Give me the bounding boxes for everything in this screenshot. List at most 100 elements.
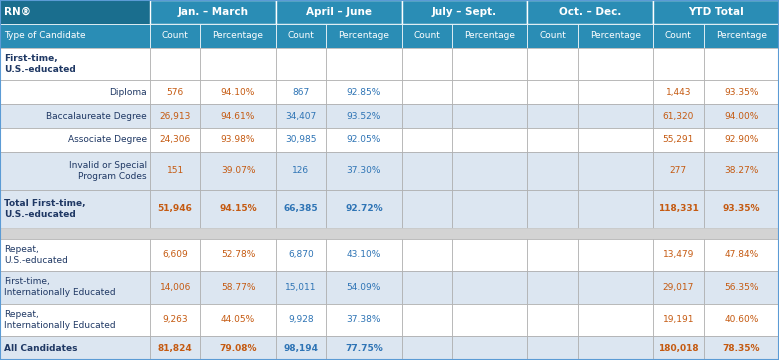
Bar — [703, 104, 779, 128]
Text: 867: 867 — [292, 88, 309, 97]
Text: 9,263: 9,263 — [162, 315, 188, 324]
Bar — [703, 48, 779, 80]
Bar — [150, 0, 276, 24]
Bar — [703, 336, 779, 360]
Bar — [527, 80, 578, 104]
Text: RN®: RN® — [4, 7, 31, 17]
Text: 24,306: 24,306 — [160, 135, 191, 144]
Bar — [276, 48, 326, 80]
Text: Percentage: Percentage — [590, 31, 641, 40]
Bar — [703, 239, 779, 271]
Bar — [200, 24, 276, 48]
Bar — [703, 152, 779, 190]
Text: 93.98%: 93.98% — [220, 135, 256, 144]
Bar — [578, 80, 654, 104]
Text: 34,407: 34,407 — [285, 112, 316, 121]
Text: Total First-time,
U.S.-educated: Total First-time, U.S.-educated — [4, 199, 86, 219]
Text: All Candidates: All Candidates — [4, 343, 77, 352]
Bar — [200, 239, 276, 271]
Bar — [452, 80, 527, 104]
Bar — [452, 104, 527, 128]
Bar — [654, 190, 703, 228]
Bar — [402, 152, 452, 190]
Text: 58.77%: 58.77% — [220, 283, 256, 292]
Text: 6,870: 6,870 — [288, 250, 314, 259]
Bar — [276, 271, 326, 303]
Bar — [527, 336, 578, 360]
Bar — [200, 104, 276, 128]
Bar — [452, 24, 527, 48]
Bar — [654, 80, 703, 104]
Bar — [654, 336, 703, 360]
Bar — [0, 104, 150, 128]
Text: 93.35%: 93.35% — [724, 88, 759, 97]
Bar — [527, 152, 578, 190]
Text: 94.10%: 94.10% — [221, 88, 256, 97]
Bar — [703, 190, 779, 228]
Text: 277: 277 — [670, 166, 687, 175]
Bar — [402, 271, 452, 303]
Bar — [326, 104, 402, 128]
Bar — [0, 128, 150, 152]
Bar — [578, 271, 654, 303]
Bar — [703, 271, 779, 303]
Bar — [402, 239, 452, 271]
Bar — [150, 336, 200, 360]
Bar — [654, 104, 703, 128]
Bar — [703, 303, 779, 336]
Bar — [452, 48, 527, 80]
Bar — [527, 303, 578, 336]
Bar — [276, 80, 326, 104]
Bar — [578, 24, 654, 48]
Text: 1,443: 1,443 — [665, 88, 691, 97]
Bar — [0, 48, 150, 80]
Bar — [703, 80, 779, 104]
Text: April – June: April – June — [305, 7, 372, 17]
Text: 81,824: 81,824 — [158, 343, 192, 352]
Bar — [578, 303, 654, 336]
Text: 94.61%: 94.61% — [221, 112, 256, 121]
Text: First-time,
U.S.-educated: First-time, U.S.-educated — [4, 54, 76, 74]
Bar — [452, 336, 527, 360]
Bar — [150, 48, 200, 80]
Text: Count: Count — [665, 31, 692, 40]
Text: July – Sept.: July – Sept. — [432, 7, 497, 17]
Text: Baccalaureate Degree: Baccalaureate Degree — [46, 112, 147, 121]
Bar — [200, 152, 276, 190]
Text: Repeat,
U.S.-educated: Repeat, U.S.-educated — [4, 245, 68, 265]
Bar — [276, 128, 326, 152]
Bar — [150, 152, 200, 190]
Bar — [276, 152, 326, 190]
Bar — [326, 152, 402, 190]
Bar — [578, 239, 654, 271]
Bar — [200, 336, 276, 360]
Text: 54.09%: 54.09% — [347, 283, 381, 292]
Bar — [326, 24, 402, 48]
Text: Type of Candidate: Type of Candidate — [4, 31, 86, 40]
Bar — [654, 0, 779, 24]
Bar — [527, 128, 578, 152]
Text: Invalid or Special
Program Codes: Invalid or Special Program Codes — [69, 161, 147, 181]
Text: Repeat,
Internationally Educated: Repeat, Internationally Educated — [4, 310, 115, 330]
Bar — [200, 128, 276, 152]
Bar — [527, 271, 578, 303]
Bar — [276, 303, 326, 336]
Bar — [150, 80, 200, 104]
Bar — [276, 0, 402, 24]
Bar — [402, 303, 452, 336]
Text: 98,194: 98,194 — [284, 343, 319, 352]
Bar — [0, 0, 150, 24]
Bar — [276, 336, 326, 360]
Bar — [276, 24, 326, 48]
Text: 15,011: 15,011 — [285, 283, 317, 292]
Bar — [326, 271, 402, 303]
Bar — [703, 24, 779, 48]
Bar — [0, 303, 150, 336]
Text: 29,017: 29,017 — [663, 283, 694, 292]
Bar — [276, 190, 326, 228]
Bar — [578, 104, 654, 128]
Bar — [150, 303, 200, 336]
Text: 56.35%: 56.35% — [724, 283, 759, 292]
Bar — [0, 228, 779, 239]
Bar — [578, 336, 654, 360]
